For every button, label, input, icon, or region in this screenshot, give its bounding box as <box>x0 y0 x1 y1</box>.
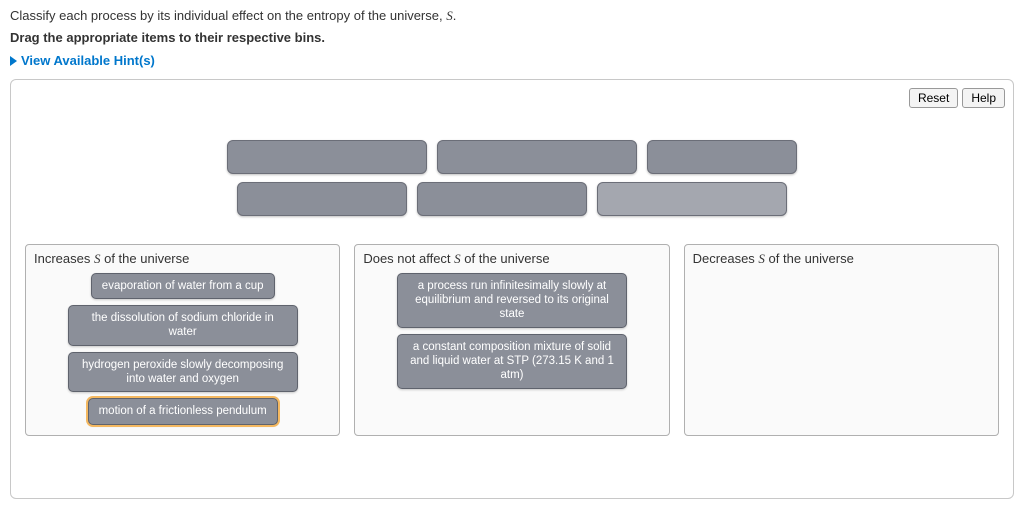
drop-bin[interactable]: Increases S of the universe evaporation o… <box>25 244 340 436</box>
bin-title: Increases S of the universe <box>34 251 331 267</box>
reset-button[interactable]: Reset <box>909 88 958 108</box>
question-instruction: Drag the appropriate items to their resp… <box>10 30 1014 45</box>
draggable-tile-blank[interactable] <box>647 140 797 174</box>
draggable-tile[interactable]: hydrogen peroxide slowly decomposing int… <box>68 352 298 393</box>
draggable-tile-blank[interactable] <box>597 182 787 216</box>
pool-row <box>227 140 797 174</box>
bin-title: Decreases S of the universe <box>693 251 990 267</box>
help-button[interactable]: Help <box>962 88 1005 108</box>
draggable-tile-blank[interactable] <box>437 140 637 174</box>
draggable-tile-blank[interactable] <box>237 182 407 216</box>
bin-title: Does not affect S of the universe <box>363 251 660 267</box>
bins-container: Increases S of the universe evaporation o… <box>21 244 1003 436</box>
hints-label: View Available Hint(s) <box>21 53 155 68</box>
tile-pool <box>21 140 1003 216</box>
drop-bin[interactable]: Decreases S of the universe <box>684 244 999 436</box>
bin-items: evaporation of water from a cup the disso… <box>34 273 331 425</box>
chevron-right-icon <box>10 56 17 66</box>
draggable-tile[interactable]: a constant composition mixture of solid … <box>397 334 627 389</box>
q-line1-post: . <box>453 8 457 23</box>
bin-items: a process run infinitesimally slowly at … <box>363 273 660 389</box>
pool-row <box>237 182 787 216</box>
drop-bin[interactable]: Does not affect S of the universe a proce… <box>354 244 669 436</box>
draggable-tile[interactable]: evaporation of water from a cup <box>91 273 275 299</box>
draggable-tile-blank[interactable] <box>227 140 427 174</box>
question-text: Classify each process by its individual … <box>10 8 1014 24</box>
drag-workspace: Reset Help Increases S of the universe ev… <box>10 79 1014 499</box>
draggable-tile[interactable]: motion of a frictionless pendulum <box>88 398 278 424</box>
view-hints-toggle[interactable]: View Available Hint(s) <box>10 53 155 68</box>
draggable-tile[interactable]: the dissolution of sodium chloride in wa… <box>68 305 298 346</box>
q-line1-pre: Classify each process by its individual … <box>10 8 446 23</box>
draggable-tile[interactable]: a process run infinitesimally slowly at … <box>397 273 627 328</box>
draggable-tile-blank[interactable] <box>417 182 587 216</box>
